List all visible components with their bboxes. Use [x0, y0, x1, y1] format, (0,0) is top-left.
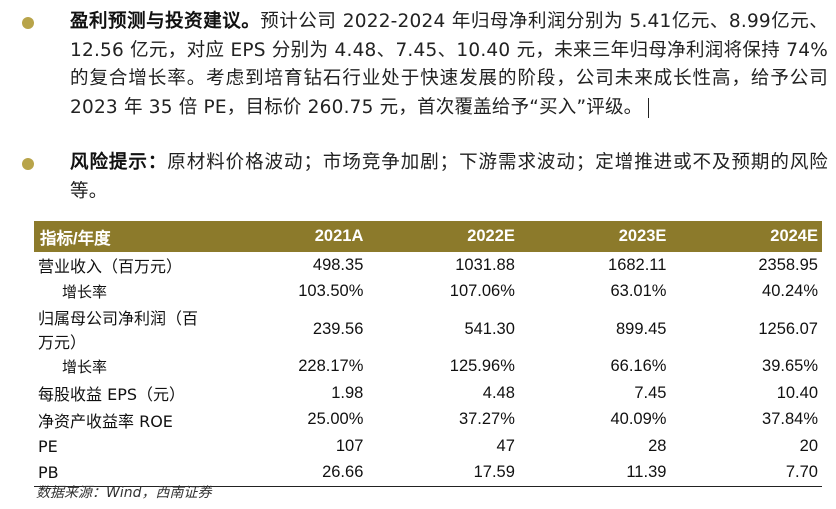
risk-warning-paragraph: 风险提示：原材料价格波动；市场竞争加剧；下游需求波动；定增推进或不及预期的风险等…: [22, 149, 828, 209]
table-cell: 125.96%: [449, 356, 515, 375]
table-cell: 498.35: [312, 255, 364, 274]
table-cell: 37.27%: [458, 410, 515, 429]
table-cell: 2358.95: [758, 255, 818, 274]
header-2021a: 2021A: [215, 221, 368, 252]
table-cell: 1031.88: [455, 255, 515, 274]
investment-advice-title: 盈利预测与投资建议。: [70, 11, 261, 32]
table-cell: 28: [648, 436, 667, 455]
table-cell: 40.24%: [762, 282, 818, 301]
table-cell: 7.70: [670, 459, 822, 488]
table-cell: 541.30: [464, 319, 515, 338]
table-cell: 40.09%: [610, 410, 667, 429]
text-cursor: [648, 97, 650, 118]
risk-warning-title: 风险提示：: [70, 152, 168, 173]
row-label: PB: [34, 459, 216, 488]
table-cell: 39.65%: [762, 356, 818, 375]
row-label: PE: [38, 436, 58, 456]
row-label: 营业收入（百万元）: [38, 257, 183, 277]
table-cell: 107.06%: [449, 282, 515, 301]
table-cell: 63.01%: [610, 282, 667, 301]
financial-forecast-table: 指标/年度 2021A 2022E 2023E 2024E 营业收入（百万元） …: [34, 221, 822, 488]
table-cell: 7.45: [634, 383, 667, 402]
row-label: 增长率: [62, 283, 108, 302]
table-row: PE 107 47 28 20: [34, 433, 822, 460]
table-row: 营业收入（百万元） 498.35 1031.88 1682.11 2358.95: [34, 252, 822, 279]
table-cell: 228.17%: [298, 356, 364, 375]
header-2023e: 2023E: [518, 221, 671, 252]
table-header-row: 指标/年度 2021A 2022E 2023E 2024E: [34, 221, 822, 252]
table-cell: 1682.11: [608, 255, 667, 274]
row-label: 每股收益 EPS（元）: [38, 385, 186, 405]
investment-advice-paragraph: 盈利预测与投资建议。预计公司 2022-2024 年归母净利润分别为 5.41亿…: [22, 8, 828, 148]
table-row: 每股收益 EPS（元） 1.98 4.48 7.45 10.40: [34, 380, 822, 407]
table-cell: 4.48: [482, 383, 515, 402]
table-cell: 107: [335, 436, 364, 455]
header-2024e: 2024E: [670, 221, 822, 252]
table-cell: 1256.07: [758, 319, 818, 338]
table-cell: 1.98: [331, 383, 364, 402]
table-cell: 239.56: [312, 319, 364, 338]
table-cell: 47: [496, 436, 515, 455]
table-cell: 11.39: [518, 459, 671, 488]
table-cell: 899.45: [615, 319, 667, 338]
risk-warning-text: 原材料价格波动；市场竞争加剧；下游需求波动；定增推进或不及预期的风险等。: [70, 152, 828, 202]
table-row: 增长率 103.50% 107.06% 63.01% 40.24%: [34, 279, 822, 306]
table-cell: 25.00%: [307, 410, 364, 429]
data-source-note: 数据来源：Wind，西南证券: [36, 485, 212, 501]
row-label: 归属母公司净利润（百万元）: [38, 309, 199, 353]
row-label: 增长率: [62, 357, 108, 376]
bullet-icon: [22, 158, 34, 170]
table-cell: 17.59: [367, 459, 519, 488]
table-cell: 26.66: [215, 459, 368, 488]
table-cell: 20: [799, 436, 818, 455]
table-row: 增长率 228.17% 125.96% 66.16% 39.65%: [34, 353, 822, 380]
table-cell: 10.40: [776, 383, 818, 402]
header-indicator: 指标/年度: [34, 221, 216, 252]
investment-advice-text: 预计公司 2022-2024 年归母净利润分别为 5.41亿元、8.99亿元、1…: [70, 11, 828, 118]
bullet-icon: [22, 17, 34, 29]
row-label: 净资产收益率 ROE: [38, 411, 173, 431]
table-row: PB 26.66 17.59 11.39 7.70: [34, 459, 822, 488]
table-cell: 103.50%: [298, 282, 364, 301]
table-cell: 66.16%: [610, 356, 667, 375]
table-cell: 37.84%: [762, 410, 818, 429]
table-row: 净资产收益率 ROE 25.00% 37.27% 40.09% 37.84%: [34, 406, 822, 433]
table-row: 归属母公司净利润（百万元） 239.56 541.30 899.45 1256.…: [34, 305, 822, 353]
header-2022e: 2022E: [367, 221, 519, 252]
